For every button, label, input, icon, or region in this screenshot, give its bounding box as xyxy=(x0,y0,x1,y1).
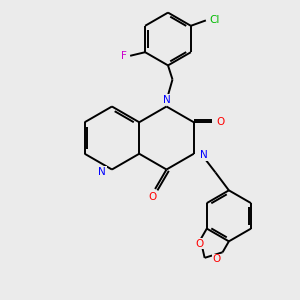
Text: Cl: Cl xyxy=(209,15,220,26)
Text: O: O xyxy=(217,117,225,127)
Text: N: N xyxy=(163,95,171,105)
Text: N: N xyxy=(98,167,106,177)
Text: O: O xyxy=(213,254,221,265)
Text: O: O xyxy=(196,239,204,249)
Text: N: N xyxy=(200,150,207,160)
Text: F: F xyxy=(121,51,127,61)
Text: O: O xyxy=(148,191,156,202)
